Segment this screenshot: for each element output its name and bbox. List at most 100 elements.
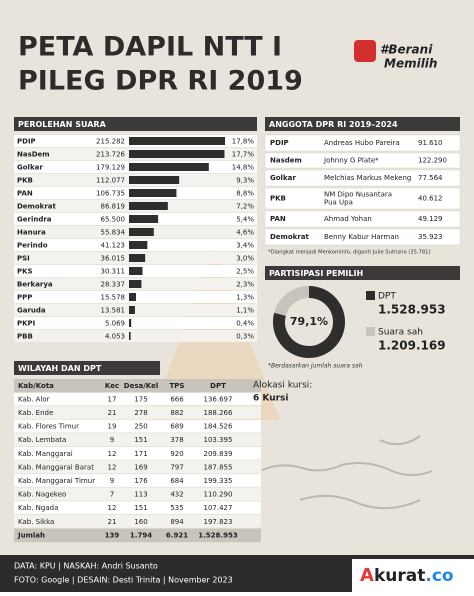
row-bg bbox=[264, 210, 461, 228]
member-votes: 77.564 bbox=[418, 174, 443, 182]
row-bg bbox=[264, 228, 461, 246]
pct: 3,4% bbox=[236, 242, 254, 250]
bar bbox=[129, 319, 132, 327]
footer-credit: DATA: KPU | NASKAH: Andri Susanto bbox=[14, 562, 158, 571]
row-bg bbox=[14, 515, 261, 528]
row-bg bbox=[264, 169, 461, 187]
total-bg bbox=[14, 528, 261, 543]
cell: 188.266 bbox=[204, 409, 233, 417]
bar bbox=[129, 176, 180, 184]
party: Golkar bbox=[270, 174, 296, 182]
cell: 151 bbox=[134, 504, 147, 512]
row-bg bbox=[14, 392, 261, 406]
section-title: ANGGOTA DPR RI 2019–2024 bbox=[269, 120, 398, 129]
legend-swatch bbox=[366, 291, 375, 300]
pct: 2,3% bbox=[236, 281, 254, 289]
cell: 535 bbox=[170, 504, 183, 512]
bar bbox=[129, 215, 159, 223]
logo: Memilih bbox=[384, 57, 437, 71]
cell: Kab. Sikka bbox=[18, 518, 54, 526]
party: PDIP bbox=[17, 138, 36, 146]
cell: Kab. Flores Timur bbox=[18, 423, 79, 431]
votes: 4.053 bbox=[105, 333, 125, 341]
party: PSI bbox=[17, 255, 30, 263]
party: PKB bbox=[17, 177, 33, 185]
section-header bbox=[14, 361, 160, 375]
row-bg bbox=[14, 330, 257, 342]
bar bbox=[129, 280, 142, 288]
party: Demokrat bbox=[270, 233, 309, 241]
member-name: Ahmad Yohan bbox=[324, 215, 372, 223]
total-cell: Jumlah bbox=[17, 531, 45, 539]
pct: 17,8% bbox=[232, 138, 255, 146]
cell: Kab. Nagekeo bbox=[18, 491, 66, 499]
bar bbox=[129, 241, 148, 249]
cell: 176 bbox=[134, 477, 148, 485]
cell: 21 bbox=[108, 518, 117, 526]
member-votes: 49.129 bbox=[418, 215, 443, 223]
section-title: PARTISIPASI PEMILIH bbox=[269, 269, 363, 278]
note: *Berdasarkan jumlah suara sah bbox=[268, 363, 363, 370]
party: Golkar bbox=[17, 164, 43, 172]
cell: Kab. Manggarai Barat bbox=[18, 463, 94, 471]
column-header: DPT bbox=[210, 382, 226, 390]
brand-mark: A bbox=[360, 565, 374, 586]
pct: 9,3% bbox=[236, 177, 254, 185]
title: PILEG DPR RI 2019 bbox=[18, 66, 303, 97]
pct: 5,4% bbox=[236, 216, 254, 224]
total-cell: 1.794 bbox=[130, 531, 152, 539]
bar bbox=[129, 332, 131, 340]
votes: 5.069 bbox=[105, 320, 125, 328]
pct: 17,7% bbox=[232, 151, 255, 159]
votes: 65.500 bbox=[101, 216, 126, 224]
party: Berkarya bbox=[17, 281, 53, 289]
bar bbox=[129, 163, 209, 171]
party: Perindo bbox=[17, 242, 48, 250]
table-header bbox=[14, 379, 261, 393]
votes: 86.819 bbox=[101, 203, 126, 211]
cell: 689 bbox=[170, 423, 183, 431]
party: NasDem bbox=[17, 151, 50, 159]
note: *Diangkat menjadi Menkominfo, diganti Ju… bbox=[268, 250, 431, 256]
donut-valid bbox=[273, 286, 345, 358]
member-votes: 122.290 bbox=[418, 157, 447, 165]
row-bg bbox=[14, 406, 261, 419]
party: PPP bbox=[17, 294, 32, 302]
party: PAN bbox=[17, 190, 33, 198]
bar bbox=[129, 189, 177, 197]
pct: 4,6% bbox=[236, 229, 254, 237]
member-name: Melchias Markus Mekeng bbox=[324, 174, 411, 182]
cell: 432 bbox=[170, 491, 183, 499]
logo: #Berani bbox=[380, 43, 433, 57]
cell: 278 bbox=[134, 409, 147, 417]
member-name: Johnny G Plate* bbox=[323, 157, 379, 165]
votes: 179.129 bbox=[96, 164, 125, 172]
seats-value: 6 Kursi bbox=[253, 394, 289, 404]
column-header: TPS bbox=[170, 382, 185, 390]
bar bbox=[129, 228, 154, 236]
cell: 175 bbox=[134, 395, 147, 403]
pct: 7,2% bbox=[236, 203, 254, 211]
cell: 19 bbox=[108, 423, 117, 431]
legend-label: Suara sah bbox=[378, 328, 423, 338]
cell: 151 bbox=[134, 436, 147, 444]
row-bg bbox=[14, 317, 257, 329]
seats-label: Alokasi kursi: bbox=[253, 381, 312, 391]
column-header: Desa/Kel bbox=[124, 382, 158, 390]
member-name: Benny Kabur Harman bbox=[324, 233, 399, 241]
member-votes: 40.612 bbox=[418, 195, 443, 203]
member-votes: 35.923 bbox=[418, 233, 443, 241]
pct: 8,8% bbox=[236, 190, 254, 198]
cell: 197.823 bbox=[204, 518, 233, 526]
row-bg bbox=[14, 487, 261, 501]
votes: 215.282 bbox=[96, 138, 125, 146]
legend-swatch bbox=[366, 327, 375, 336]
cell: 160 bbox=[134, 518, 147, 526]
votes: 112.077 bbox=[96, 177, 125, 185]
section-header bbox=[14, 117, 257, 131]
cell: 684 bbox=[170, 477, 184, 485]
pct: 0,3% bbox=[236, 333, 254, 341]
votes: 13.581 bbox=[101, 307, 126, 315]
member-votes: 91.610 bbox=[418, 139, 443, 147]
